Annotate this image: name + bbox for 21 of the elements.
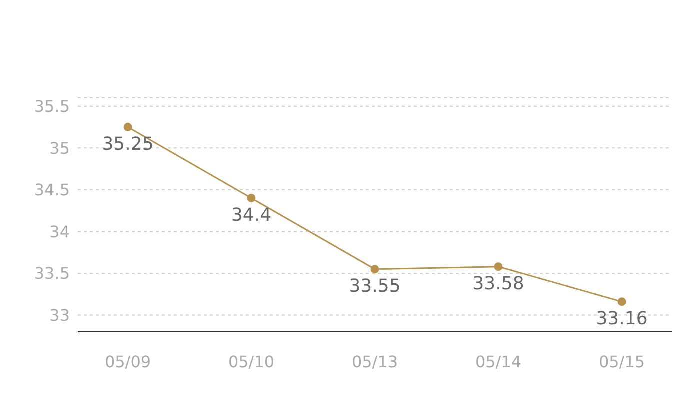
- data-label: 35.25: [102, 134, 154, 156]
- x-tick-label: 05/15: [598, 352, 646, 372]
- data-label: 33.58: [472, 274, 524, 295]
- y-tick-label: 34.5: [34, 180, 70, 200]
- y-tick-label: 33.5: [34, 264, 70, 284]
- point: [618, 298, 626, 306]
- point: [494, 262, 503, 272]
- x-tick-label: 05/10: [228, 352, 275, 372]
- y-tick-label: 33: [50, 306, 70, 325]
- data-label: 33.16: [596, 308, 648, 330]
- y-tick-label: 35.5: [34, 97, 70, 116]
- point: [247, 194, 256, 203]
- point: [370, 265, 380, 274]
- x-tick-label: 05/14: [475, 352, 522, 372]
- data-label: 33.55: [349, 276, 401, 298]
- x-tick-label: 05/13: [352, 352, 398, 372]
- y-tick-label: 34: [50, 222, 70, 242]
- point: [124, 123, 132, 132]
- y-tick-label: 35: [50, 138, 70, 158]
- data-label: 34.4: [231, 205, 272, 226]
- x-tick-label: 05/09: [104, 352, 152, 372]
